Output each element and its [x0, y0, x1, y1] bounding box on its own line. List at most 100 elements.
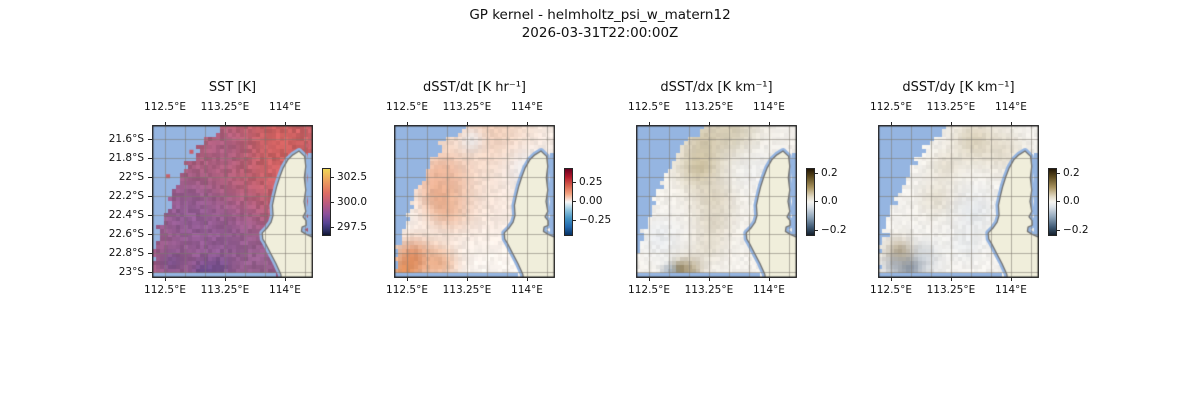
colorbar-tick-mark — [573, 201, 576, 202]
colorbar-tick-label: 0.2 — [821, 167, 838, 180]
panel-title-dsst-dy: dSST/dy [K km⁻¹] — [902, 80, 1015, 95]
x-tick-label-top: 113.25°E — [442, 101, 492, 113]
x-tick-mark-bottom — [1010, 278, 1012, 281]
colorbar-tick-mark — [1057, 201, 1060, 202]
colorbar-tick-mark — [815, 230, 818, 232]
panel-title-dsst-dt: dSST/dt [K hr⁻¹] — [422, 80, 527, 95]
figure-title: GP kernel - helmholtz_psi_w_matern12 — [469, 7, 731, 23]
y-tick-label: 22.2°S — [108, 190, 144, 202]
y-tick-mark — [148, 233, 152, 235]
colorbar-tick-label: 0.0 — [821, 195, 838, 207]
x-tick-label-bottom: 113.25°E — [442, 284, 492, 296]
y-tick-label: 23°S — [118, 266, 144, 278]
y-tick-label: 21.8°S — [108, 152, 144, 164]
x-tick-mark-top — [1010, 122, 1012, 125]
y-tick-mark — [148, 214, 152, 216]
x-tick-label-top: 113.25°E — [684, 101, 734, 113]
colorbar-tick-mark — [331, 226, 334, 228]
x-tick-label-bottom: 114°E — [995, 284, 1027, 296]
x-tick-mark-bottom — [407, 278, 409, 281]
x-tick-label-top: 113.25°E — [200, 101, 250, 113]
colorbar-tick-label: 302.5 — [337, 171, 368, 184]
y-tick-label: 21.6°S — [108, 132, 144, 145]
colorbar-tick-mark — [815, 173, 818, 175]
x-tick-label-top: 114°E — [269, 101, 301, 113]
x-tick-mark-bottom — [224, 278, 226, 281]
x-tick-label-top: 112.5°E — [628, 101, 671, 113]
colorbar-dsst-dt — [564, 168, 573, 236]
x-tick-label-bottom: 112.5°E — [144, 284, 187, 296]
x-tick-mark-bottom — [526, 278, 528, 281]
y-tick-label: 22°S — [118, 171, 144, 183]
x-tick-mark-bottom — [165, 278, 167, 281]
x-tick-mark-bottom — [708, 278, 710, 281]
y-tick-mark — [148, 196, 152, 197]
x-tick-mark-top — [224, 122, 226, 125]
y-tick-mark — [148, 158, 152, 159]
x-tick-mark-top — [708, 122, 710, 125]
colorbar-tick-label: 0.25 — [579, 175, 603, 188]
colorbar-tick-mark — [1057, 230, 1060, 232]
x-tick-mark-top — [407, 122, 409, 125]
y-tick-label: 22.6°S — [108, 227, 144, 240]
x-tick-mark-bottom — [466, 278, 468, 281]
x-tick-label-top: 112.5°E — [144, 101, 187, 113]
figure-subtitle: 2026-03-31T22:00:00Z — [521, 25, 679, 41]
colorbar-tick-label: 300.0 — [337, 196, 368, 209]
x-tick-label-bottom: 112.5°E — [628, 284, 671, 296]
y-tick-label: 22.4°S — [108, 208, 144, 221]
x-tick-label-top: 113.25°E — [926, 101, 976, 113]
x-tick-label-top: 114°E — [753, 101, 785, 113]
x-tick-mark-top — [466, 122, 468, 125]
x-tick-mark-top — [649, 122, 651, 125]
colorbar-tick-mark — [573, 181, 576, 183]
panel-title-sst: SST [K] — [208, 80, 257, 95]
colorbar-tick-mark — [331, 202, 334, 204]
x-tick-mark-top — [526, 122, 528, 125]
colorbar-tick-label: 297.5 — [337, 220, 368, 233]
x-tick-mark-bottom — [950, 278, 952, 281]
x-tick-label-bottom: 113.25°E — [200, 284, 250, 296]
colorbar-dsst-dx — [806, 168, 815, 236]
y-tick-mark — [148, 272, 152, 273]
colorbar-tick-label: −0.2 — [1063, 224, 1089, 237]
colorbar-tick-label: −0.25 — [579, 214, 612, 227]
colorbar-sst — [322, 168, 331, 236]
colorbar-tick-mark — [573, 220, 576, 222]
x-tick-label-top: 114°E — [995, 101, 1027, 113]
y-tick-label: 22.8°S — [108, 246, 144, 259]
x-tick-label-bottom: 114°E — [753, 284, 785, 296]
y-tick-mark — [148, 252, 152, 254]
colorbar-tick-label: −0.2 — [821, 224, 847, 237]
x-tick-mark-top — [891, 122, 893, 125]
panel-title-dsst-dx: dSST/dx [K km⁻¹] — [660, 80, 773, 95]
colorbar-tick-label: 0.0 — [1063, 195, 1080, 207]
x-tick-label-bottom: 113.25°E — [926, 284, 976, 296]
x-tick-label-bottom: 112.5°E — [870, 284, 913, 296]
x-tick-label-bottom: 114°E — [269, 284, 301, 296]
colorbar-tick-mark — [1057, 173, 1060, 175]
colorbar-tick-mark — [815, 201, 818, 202]
x-tick-mark-top — [284, 122, 286, 125]
x-tick-mark-top — [165, 122, 167, 125]
x-tick-label-bottom: 112.5°E — [386, 284, 429, 296]
x-tick-mark-top — [950, 122, 952, 125]
map-canvas-dsst-dy — [878, 125, 1039, 278]
colorbar-tick-label: 0.00 — [579, 195, 603, 207]
y-tick-mark — [148, 138, 152, 140]
x-tick-label-bottom: 114°E — [511, 284, 543, 296]
map-canvas-dsst-dt — [394, 125, 555, 278]
x-tick-mark-top — [768, 122, 770, 125]
colorbar-dsst-dy — [1048, 168, 1057, 236]
x-tick-mark-bottom — [891, 278, 893, 281]
map-canvas-sst — [152, 125, 313, 278]
x-tick-mark-bottom — [284, 278, 286, 281]
colorbar-tick-mark — [331, 177, 334, 179]
x-tick-label-top: 112.5°E — [386, 101, 429, 113]
x-tick-label-bottom: 113.25°E — [684, 284, 734, 296]
colorbar-tick-label: 0.2 — [1063, 167, 1080, 180]
x-tick-label-top: 114°E — [511, 101, 543, 113]
x-tick-mark-bottom — [649, 278, 651, 281]
x-tick-label-top: 112.5°E — [870, 101, 913, 113]
